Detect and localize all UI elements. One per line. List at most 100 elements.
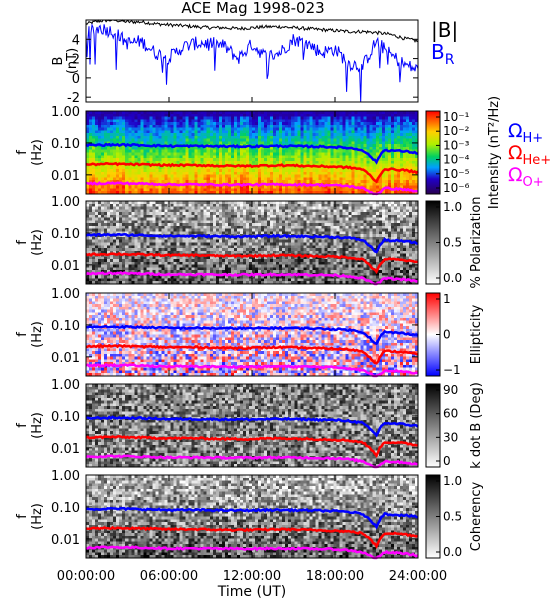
heatmap-cell (387, 124, 392, 128)
heatmap-cell (179, 239, 183, 243)
heatmap-cell (128, 201, 132, 205)
heatmap-cell (131, 149, 135, 153)
heatmap-cell (236, 214, 241, 218)
heatmap-cell (149, 158, 153, 162)
heatmap-cell (95, 239, 99, 243)
heatmap-cell (285, 166, 289, 170)
heatmap-cell (104, 171, 108, 175)
heatmap-cell (411, 174, 416, 178)
heatmap-cell (161, 146, 165, 151)
heatmap-cell (399, 174, 404, 178)
heatmap-cell (143, 149, 147, 153)
heatmap-cell (221, 185, 226, 189)
heatmap-cell (89, 124, 93, 128)
heatmap-cell (233, 201, 238, 205)
heatmap-cell (119, 119, 123, 123)
heatmap-cell (161, 141, 165, 145)
heatmap-cell (161, 133, 165, 137)
heatmap-cell (339, 163, 343, 167)
heatmap-cell (176, 113, 180, 117)
heatmap-cell (224, 122, 229, 126)
heatmap-cell (104, 236, 108, 241)
heatmap-cell (197, 180, 201, 184)
heatmap-cell (152, 180, 156, 184)
heatmap-cell (146, 158, 150, 162)
heatmap-cell (242, 160, 247, 164)
heatmap-cell (233, 278, 238, 282)
heatmap-cell (339, 133, 343, 137)
heatmap-cell (224, 188, 229, 192)
heatmap-cell (321, 138, 325, 142)
heatmap-cell (230, 256, 235, 260)
heatmap-cell (309, 149, 313, 153)
heatmap-cell (402, 182, 407, 186)
heatmap-cell (411, 135, 416, 139)
heatmap-cell (194, 191, 198, 195)
heatmap-cell (107, 203, 111, 207)
heatmap-cell (369, 113, 374, 117)
heatmap-cell (197, 281, 201, 285)
heatmap-cell (408, 158, 413, 162)
heatmap-cell (197, 214, 201, 218)
heatmap-cell (303, 138, 307, 142)
heatmap-cell (218, 228, 223, 232)
heatmap-cell (396, 182, 401, 186)
heatmap-cell (107, 220, 111, 224)
heatmap-cell (255, 146, 259, 151)
heatmap-cell (218, 225, 223, 229)
heatmap-cell (405, 113, 410, 117)
heatmap-cell (255, 185, 259, 189)
heatmap-cell (318, 135, 322, 139)
heatmap-cell (291, 160, 295, 164)
heatmap-cell (191, 261, 195, 265)
heatmap-cell (137, 166, 141, 170)
heatmap-cell (239, 209, 244, 213)
heatmap-cell (197, 270, 201, 274)
heatmap-cell (122, 169, 126, 173)
heatmap-cell (248, 124, 253, 128)
heatmap-cell (309, 191, 313, 195)
plot-area (86, 20, 418, 102)
heatmap-cell (125, 127, 129, 131)
heatmap-cell (203, 146, 208, 151)
heatmap-cell (164, 201, 168, 205)
heatmap-cell (248, 119, 253, 123)
heatmap-cell (402, 180, 407, 184)
heatmap-cell (107, 141, 111, 145)
heatmap-cell (357, 146, 361, 151)
heatmap-cell (393, 191, 398, 195)
heatmap-cell (215, 209, 220, 213)
heatmap-cell (185, 225, 189, 229)
heatmap-cell (381, 158, 386, 162)
heatmap-cell (215, 270, 220, 274)
heatmap-cell (152, 281, 156, 285)
heatmap-cell (146, 169, 150, 173)
heatmap-cell (197, 149, 201, 153)
heatmap-cell (131, 231, 135, 235)
heatmap-cell (152, 278, 156, 282)
heatmap-cell (279, 135, 283, 139)
heatmap-cell (116, 278, 120, 282)
heatmap-cell (242, 116, 247, 120)
heatmap-cell (194, 209, 198, 213)
heatmap-cell (158, 236, 162, 241)
heatmap-cell (152, 111, 156, 115)
heatmap-cell (113, 239, 117, 243)
heatmap-cell (330, 146, 334, 151)
heatmap-cell (128, 231, 132, 235)
heatmap-cell (176, 201, 180, 205)
heatmap-cell (188, 149, 192, 153)
heatmap-cell (197, 212, 201, 216)
heatmap-cell (146, 225, 150, 229)
heatmap-cell (236, 270, 241, 274)
heatmap-cell (209, 116, 214, 120)
heatmap-cell (227, 111, 232, 115)
heatmap-cell (140, 169, 144, 173)
heatmap-cell (233, 133, 238, 137)
heatmap-cell (170, 130, 174, 134)
heatmap-cell (218, 116, 223, 120)
heatmap-cell (309, 124, 313, 128)
heatmap-cell (173, 201, 177, 205)
heatmap-cell (107, 111, 111, 115)
heatmap-cell (315, 169, 319, 173)
